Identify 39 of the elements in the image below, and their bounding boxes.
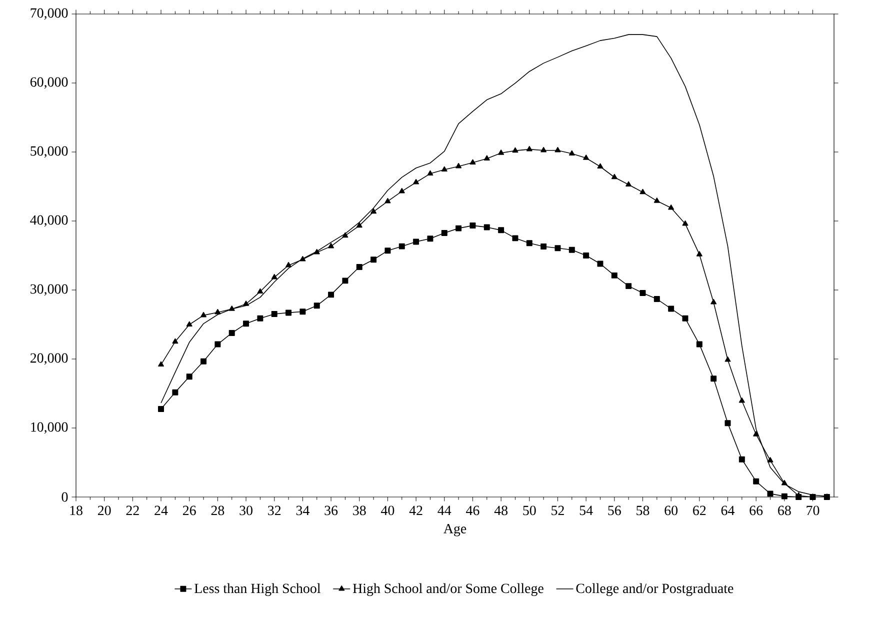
x-tick-label: 36 (324, 506, 338, 516)
x-tick-label: 46 (466, 506, 480, 516)
x-tick-label: 42 (409, 506, 422, 515)
x-tick-label: 60 (664, 506, 678, 516)
x-tick-label: 24 (154, 506, 168, 515)
y-tick-label: 20,000 (30, 353, 68, 365)
x-tick-label: 50 (523, 506, 536, 516)
y-tick-label: 50,000 (30, 146, 68, 158)
x-tick-label: 68 (778, 506, 791, 516)
x-tick-label: 38 (353, 506, 366, 516)
x-tick-label: 62 (693, 506, 706, 516)
y-tick-label: 40,000 (30, 215, 68, 227)
x-tick-label: 58 (636, 506, 650, 516)
x-tick-label: 52 (552, 506, 564, 516)
x-tick-label: 28 (211, 506, 224, 516)
y-tick-label: 70,000 (30, 8, 68, 20)
x-tick-label: 54 (580, 506, 593, 516)
legend-label: Less than High School (194, 583, 320, 596)
legend-label: High School and/or Some College (352, 583, 544, 596)
y-tick-label: 10,000 (31, 422, 68, 434)
x-tick-label: 44 (438, 506, 452, 515)
x-tick-label: 20 (98, 506, 111, 516)
x-tick-label: 40 (381, 506, 394, 516)
legend-label: College and/or Postgraduate (576, 583, 734, 596)
x-tick-label: 66 (750, 506, 763, 516)
x-tick-label: 18 (70, 506, 82, 516)
y-tick-label: 30,000 (30, 284, 68, 296)
x-tick-label: 32 (268, 506, 281, 516)
x-tick-label: 48 (494, 506, 508, 516)
x-tick-label: 26 (182, 506, 196, 516)
y-tick-label: 60,000 (30, 77, 68, 89)
x-tick-label: 70 (806, 506, 820, 516)
x-tick-label: 22 (126, 506, 139, 515)
x-tick-label: 30 (240, 506, 252, 516)
x-axis-title: Age (444, 524, 466, 536)
x-tick-label: 34 (296, 506, 310, 516)
x-tick-label: 56 (608, 506, 621, 516)
x-tick-label: 64 (721, 506, 735, 516)
y-tick-label: 0 (62, 492, 68, 502)
